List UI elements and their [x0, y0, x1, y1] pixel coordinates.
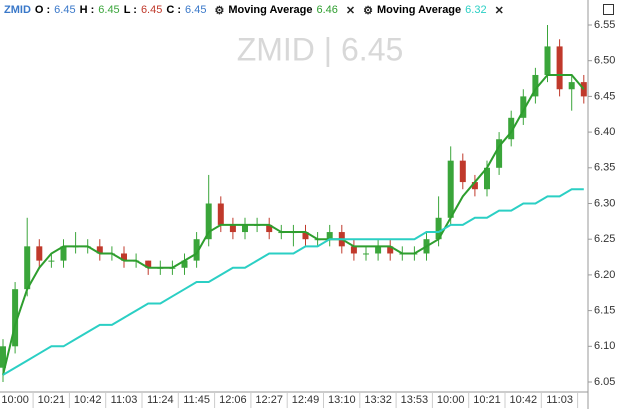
x-tick-label: 11:03 [546, 394, 573, 406]
x-tick-label: 10:21 [38, 394, 66, 406]
ohlc-value: 6.45 [54, 4, 76, 16]
candle-body [435, 217, 442, 240]
close-icon[interactable]: ✕ [345, 4, 356, 17]
candle-body [60, 246, 67, 261]
y-tick-label: 6.45 [594, 90, 615, 102]
y-tick-label: 6.50 [594, 55, 615, 67]
ohlc-label: O : [34, 4, 51, 16]
candle-body [459, 160, 466, 183]
candle-body [568, 82, 575, 90]
x-tick-label: 11:03 [111, 394, 138, 406]
settings-icon[interactable]: ⚙ [363, 4, 373, 17]
candle-body [326, 232, 333, 240]
x-tick-label: 10:00 [1, 394, 29, 406]
candle-body [36, 246, 43, 261]
y-tick-label: 6.35 [594, 162, 615, 174]
settings-icon[interactable]: ⚙ [214, 4, 225, 17]
moving-average-line [2, 73, 585, 376]
ohlc-value: 6.45 [140, 4, 163, 16]
candle-body [0, 346, 6, 368]
x-tick-label: 12:49 [292, 394, 320, 406]
candle-body [266, 224, 273, 233]
candle-body [302, 232, 309, 240]
y-tick-label: 6.55 [594, 19, 615, 31]
candle-body [532, 74, 539, 97]
ohlc-label: L : [123, 4, 137, 16]
candle-body [24, 246, 31, 290]
moving-average-line [2, 188, 584, 376]
watermark: ZMID | 6.45 [237, 31, 404, 67]
x-tick-label: 10:42 [74, 394, 102, 406]
candle-body [350, 246, 357, 254]
y-tick-label: 6.25 [594, 233, 615, 245]
y-tick-label: 6.30 [594, 197, 615, 209]
candle-body [12, 289, 19, 347]
header: ZMID O :6.45 H :6.45 L :6.45 C :6.45 ⚙ M… [4, 2, 508, 18]
ohlc-value: 6.45 [185, 4, 207, 16]
x-tick-label: 11:45 [183, 394, 210, 406]
legend-value: 6.32 [465, 4, 487, 16]
x-tick-label: 10:21 [473, 394, 501, 406]
candle-body [496, 139, 503, 168]
candle-body [48, 260, 55, 262]
legend-value: 6.46 [316, 4, 338, 16]
candle-body [229, 224, 236, 233]
candle-body [447, 160, 454, 218]
x-tick-label: 13:32 [364, 394, 392, 406]
x-tick-label: 11:24 [147, 394, 174, 406]
x-tick-label: 10:00 [437, 394, 465, 406]
candle-body [544, 46, 551, 75]
x-tick-label: 12:06 [219, 394, 247, 406]
candle-body [387, 246, 394, 254]
maximize-icon[interactable] [603, 4, 614, 15]
candle-body [484, 167, 490, 190]
x-tick-label: 13:10 [328, 394, 356, 406]
candle-body [96, 246, 103, 254]
candle-body [520, 96, 527, 118]
candle-body [242, 224, 248, 233]
candle-body [181, 260, 188, 268]
candle-body [363, 253, 369, 255]
y-tick-label: 6.15 [594, 305, 615, 317]
candle-body [205, 203, 212, 240]
x-tick-label: 13:53 [401, 394, 429, 406]
candle-body [508, 117, 515, 140]
ohlc-label: C : [166, 4, 182, 16]
candle-body [145, 260, 152, 268]
y-tick-label: 6.20 [594, 269, 615, 281]
legend-name: Moving Average [228, 4, 313, 16]
candle-body [193, 239, 200, 261]
candle-body [556, 46, 563, 90]
candle-body [375, 246, 382, 254]
candle-body [217, 203, 224, 225]
close-icon[interactable]: ✕ [494, 4, 504, 17]
legend-name: Moving Average [377, 4, 462, 16]
candle-body [121, 253, 127, 261]
x-tick-label: 12:27 [255, 394, 283, 406]
y-tick-label: 6.40 [594, 126, 615, 138]
y-tick-label: 6.10 [594, 340, 615, 352]
candle-body [471, 182, 478, 190]
y-tick-label: 6.05 [594, 376, 615, 388]
x-tick-label: 10:42 [510, 394, 538, 406]
ohlc-label: H : [79, 4, 95, 16]
ohlc-value: 6.45 [98, 4, 120, 16]
symbol: ZMID [4, 4, 31, 16]
